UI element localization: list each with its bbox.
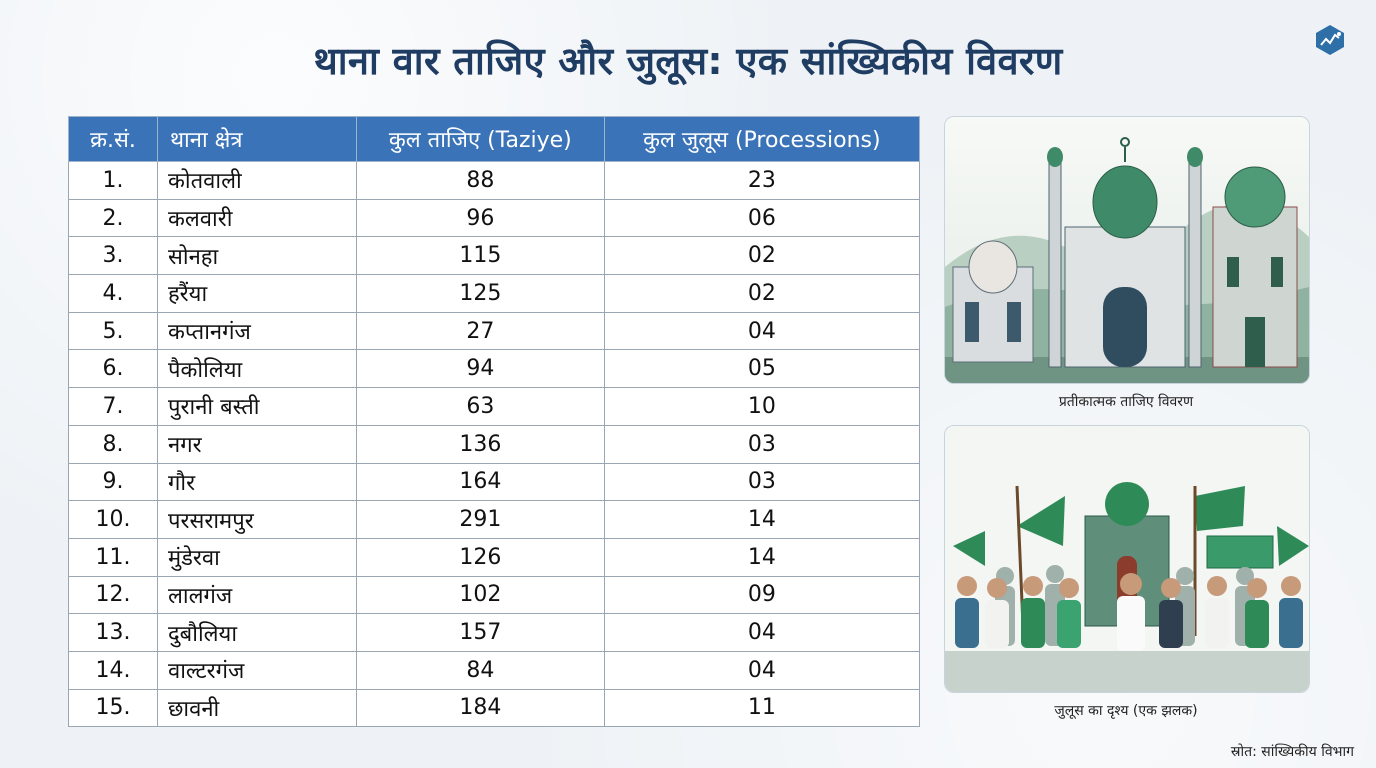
cell-police-station: कप्तानगंज [157, 311, 357, 351]
table-row: 4. हरैंया 125 02 [68, 274, 921, 313]
source-note: स्रोत: सांख्यिकीय विभाग [1230, 744, 1354, 760]
table-row: 10. परसरामपुर 291 14 [68, 500, 921, 539]
procession-illustration-caption: जुलूस का दृश्य (एक झलक) [1054, 703, 1198, 719]
cell-total-taziye: 184 [356, 688, 605, 728]
cell-serial-number: 12. [68, 575, 158, 615]
cell-police-station: कलवारी [157, 198, 357, 238]
table-row: 13. दुबौलिया 157 04 [68, 613, 921, 652]
cell-total-taziye: 136 [356, 424, 605, 464]
cell-police-station: पैकोलिया [157, 349, 357, 389]
table-row: 12. लालगंज 102 09 [68, 575, 921, 615]
cell-serial-number: 6. [68, 349, 158, 389]
cell-police-station: छावनी [157, 688, 357, 728]
cell-serial-number: 11. [68, 537, 158, 577]
cell-total-taziye: 63 [356, 387, 605, 426]
cell-serial-number: 7. [68, 387, 158, 426]
cell-total-taziye: 102 [356, 575, 605, 615]
cell-police-station: हरैंया [157, 274, 357, 313]
cell-total-processions: 14 [603, 537, 921, 577]
chart-logo-icon [1316, 25, 1344, 55]
cell-serial-number: 8. [68, 424, 158, 464]
cell-total-taziye: 291 [356, 500, 605, 539]
cell-serial-number: 13. [68, 613, 158, 652]
cell-serial-number: 15. [68, 688, 158, 728]
header-serial-number: क्र.सं. [68, 116, 158, 162]
cell-serial-number: 4. [68, 274, 158, 313]
table-row: 2. कलवारी 96 06 [68, 198, 921, 238]
cell-total-taziye: 84 [356, 650, 605, 690]
cell-total-processions: 05 [603, 349, 921, 389]
cell-serial-number: 2. [68, 198, 158, 238]
cell-police-station: नगर [157, 424, 357, 464]
table-row: 11. मुंडेरवा 126 14 [68, 537, 921, 577]
cell-total-processions: 09 [603, 575, 921, 615]
cell-total-taziye: 115 [356, 236, 605, 276]
cell-police-station: लालगंज [157, 575, 357, 615]
table-header-row: क्र.सं. थाना क्षेत्र कुल ताजिए (Taziye) … [68, 116, 921, 162]
cell-serial-number: 10. [68, 500, 158, 539]
cell-total-processions: 03 [603, 462, 921, 502]
table-row: 8. नगर 136 03 [68, 424, 921, 464]
cell-total-processions: 03 [603, 424, 921, 464]
cell-police-station: पुरानी बस्ती [157, 387, 357, 426]
header-police-station: थाना क्षेत्र [157, 116, 357, 162]
table-row: 7. पुरानी बस्ती 63 10 [68, 387, 921, 426]
cell-serial-number: 1. [68, 161, 158, 200]
cell-total-taziye: 125 [356, 274, 605, 313]
cell-total-taziye: 157 [356, 613, 605, 652]
cell-serial-number: 14. [68, 650, 158, 690]
cell-total-taziye: 27 [356, 311, 605, 351]
cell-total-processions: 14 [603, 500, 921, 539]
cell-police-station: कोतवाली [157, 161, 357, 200]
cell-total-processions: 02 [603, 274, 921, 313]
table-row: 5. कप्तानगंज 27 04 [68, 311, 921, 351]
cell-serial-number: 9. [68, 462, 158, 502]
cell-total-processions: 23 [603, 161, 921, 200]
cell-total-processions: 06 [603, 198, 921, 238]
table-row: 3. सोनहा 115 02 [68, 236, 921, 276]
table-row: 15. छावनी 184 11 [68, 688, 921, 728]
cell-total-processions: 10 [603, 387, 921, 426]
statistics-table: क्र.सं. थाना क्षेत्र कुल ताजिए (Taziye) … [68, 116, 921, 728]
cell-total-taziye: 96 [356, 198, 605, 238]
cell-total-processions: 02 [603, 236, 921, 276]
cell-total-taziye: 126 [356, 537, 605, 577]
procession-illustration [944, 425, 1310, 693]
cell-police-station: परसरामपुर [157, 500, 357, 539]
cell-police-station: दुबौलिया [157, 613, 357, 652]
cell-serial-number: 3. [68, 236, 158, 276]
cell-total-taziye: 164 [356, 462, 605, 502]
table-row: 6. पैकोलिया 94 05 [68, 349, 921, 389]
cell-total-taziye: 94 [356, 349, 605, 389]
header-total-taziye: कुल ताजिए (Taziye) [356, 116, 605, 162]
taziye-illustration [944, 116, 1310, 384]
cell-total-processions: 04 [603, 311, 921, 351]
cell-police-station: सोनहा [157, 236, 357, 276]
table-body: 1. कोतवाली 88 23 2. कलवारी 96 06 3. सोनहा 115 02 4. ह… [68, 161, 921, 728]
cell-total-processions: 04 [603, 650, 921, 690]
cell-total-processions: 04 [603, 613, 921, 652]
table-row: 1. कोतवाली 88 23 [68, 161, 921, 200]
table-row: 9. गौर 164 03 [68, 462, 921, 502]
taziye-illustration-caption: प्रतीकात्मक ताजिए विवरण [1058, 394, 1194, 410]
page-title: थाना वार ताजिए और जुलूस: एक सांख्यिकीय व… [313, 39, 1063, 83]
cell-police-station: वाल्टरगंज [157, 650, 357, 690]
table-row: 14. वाल्टरगंज 84 04 [68, 650, 921, 690]
header-total-processions: कुल जुलूस (Processions) [603, 116, 921, 162]
cell-total-taziye: 88 [356, 161, 605, 200]
cell-total-processions: 11 [603, 688, 921, 728]
cell-serial-number: 5. [68, 311, 158, 351]
cell-police-station: मुंडेरवा [157, 537, 357, 577]
cell-police-station: गौर [157, 462, 357, 502]
